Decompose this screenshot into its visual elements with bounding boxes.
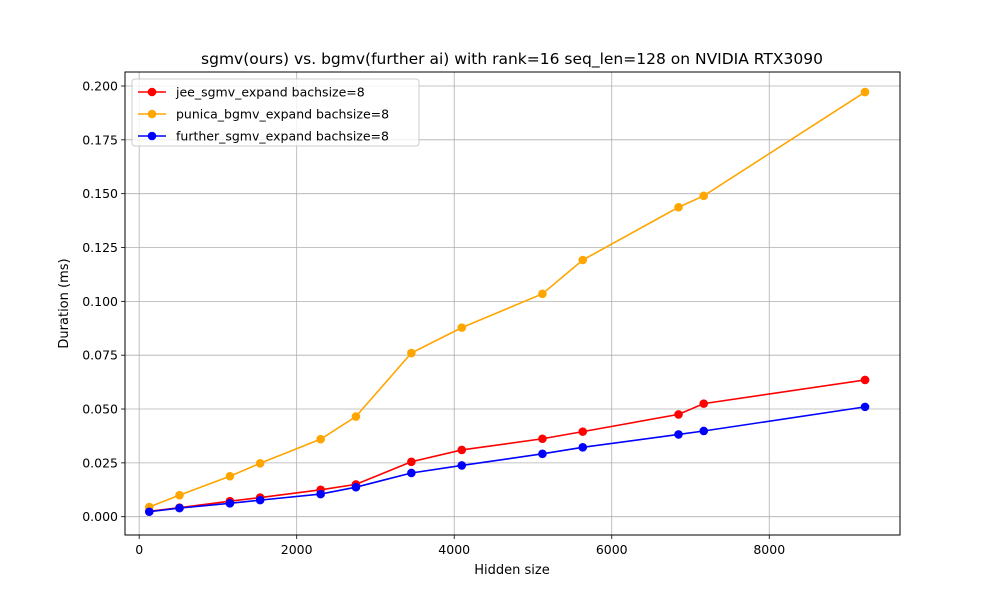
data-point: [699, 426, 709, 436]
data-point: [538, 434, 547, 444]
series-layer: [144, 87, 870, 517]
data-point: [457, 461, 467, 470]
x-tick-label: 8000: [753, 542, 785, 557]
data-point: [674, 202, 683, 212]
data-point: [699, 399, 709, 408]
y-tick-label: 0.200: [82, 78, 118, 93]
legend-items: jee_sgmv_expand bachsize=8 punica_bgmv_ex…: [138, 85, 389, 144]
x-tick-label: 6000: [596, 542, 628, 557]
plot-frame: [124, 71, 901, 536]
y-tick-label: 0.025: [82, 455, 118, 470]
data-point: [457, 445, 467, 455]
data-point: [860, 375, 870, 385]
data-point: [538, 449, 547, 459]
data-point: [175, 503, 184, 513]
data-point: [860, 402, 870, 412]
data-point: [175, 490, 184, 500]
grid-lines: [125, 72, 900, 535]
y-tick-label: 0.075: [82, 348, 118, 363]
data-point: [255, 458, 265, 468]
x-tick-label: 2000: [281, 542, 313, 557]
legend-marker: [147, 87, 157, 97]
data-point: [674, 430, 683, 439]
data-point: [674, 410, 683, 419]
data-point: [578, 255, 588, 265]
data-point: [316, 489, 325, 499]
y-axis-label: Duration (ms): [57, 258, 72, 348]
legend-marker: [147, 131, 157, 141]
data-point: [538, 289, 547, 299]
data-point: [407, 457, 416, 467]
data-point: [351, 482, 361, 492]
x-tick-label: 0: [135, 542, 143, 557]
series-3: [144, 402, 870, 517]
y-tick-label: 0.175: [82, 132, 118, 147]
y-axis-ticks: 0.000 0.025 0.050 0.075 0.100 0.125 0.150 0.175…: [82, 78, 125, 524]
data-point: [578, 443, 588, 452]
legend: jee_sgmv_expand bachsize=8 punica_bgmv_ex…: [131, 78, 420, 147]
x-tick-label: 4000: [438, 542, 470, 557]
y-tick-label: 0.050: [82, 402, 118, 417]
x-axis-ticks: 0 2000 4000 6000 8000: [135, 535, 785, 557]
data-point: [407, 348, 416, 358]
y-tick-label: 0.000: [82, 509, 118, 524]
data-point: [578, 427, 588, 436]
data-point: [316, 434, 325, 444]
legend-item: further_sgmv_expand bachsize=8: [138, 129, 389, 144]
data-point: [255, 495, 265, 505]
y-tick-label: 0.125: [82, 240, 118, 255]
legend-marker: [147, 109, 157, 119]
legend-label: jee_sgmv_expand bachsize=8: [175, 85, 365, 100]
y-tick-label: 0.150: [82, 186, 118, 201]
chart-title: sgmv(ours) vs. bgmv(further ai) with ran…: [201, 50, 823, 69]
data-point: [407, 468, 416, 478]
legend-item: jee_sgmv_expand bachsize=8: [138, 85, 365, 100]
y-tick-label: 0.100: [82, 294, 118, 309]
legend-label: punica_bgmv_expand bachsize=8: [176, 107, 389, 122]
legend-label: further_sgmv_expand bachsize=8: [176, 129, 389, 144]
data-point: [351, 412, 361, 421]
data-point: [225, 499, 235, 508]
x-axis-label: Hidden size: [474, 563, 549, 578]
data-point: [225, 471, 235, 481]
data-point: [457, 323, 467, 332]
plot-area: 0 2000 4000 6000 8000 0.0000.0250.0500.0750.…: [82, 71, 901, 557]
legend-box: [131, 78, 420, 147]
data-point: [860, 87, 870, 97]
legend-item: punica_bgmv_expand bachsize=8: [138, 107, 389, 122]
series-2: [144, 87, 870, 512]
data-point: [144, 507, 154, 517]
data-point: [699, 191, 709, 201]
